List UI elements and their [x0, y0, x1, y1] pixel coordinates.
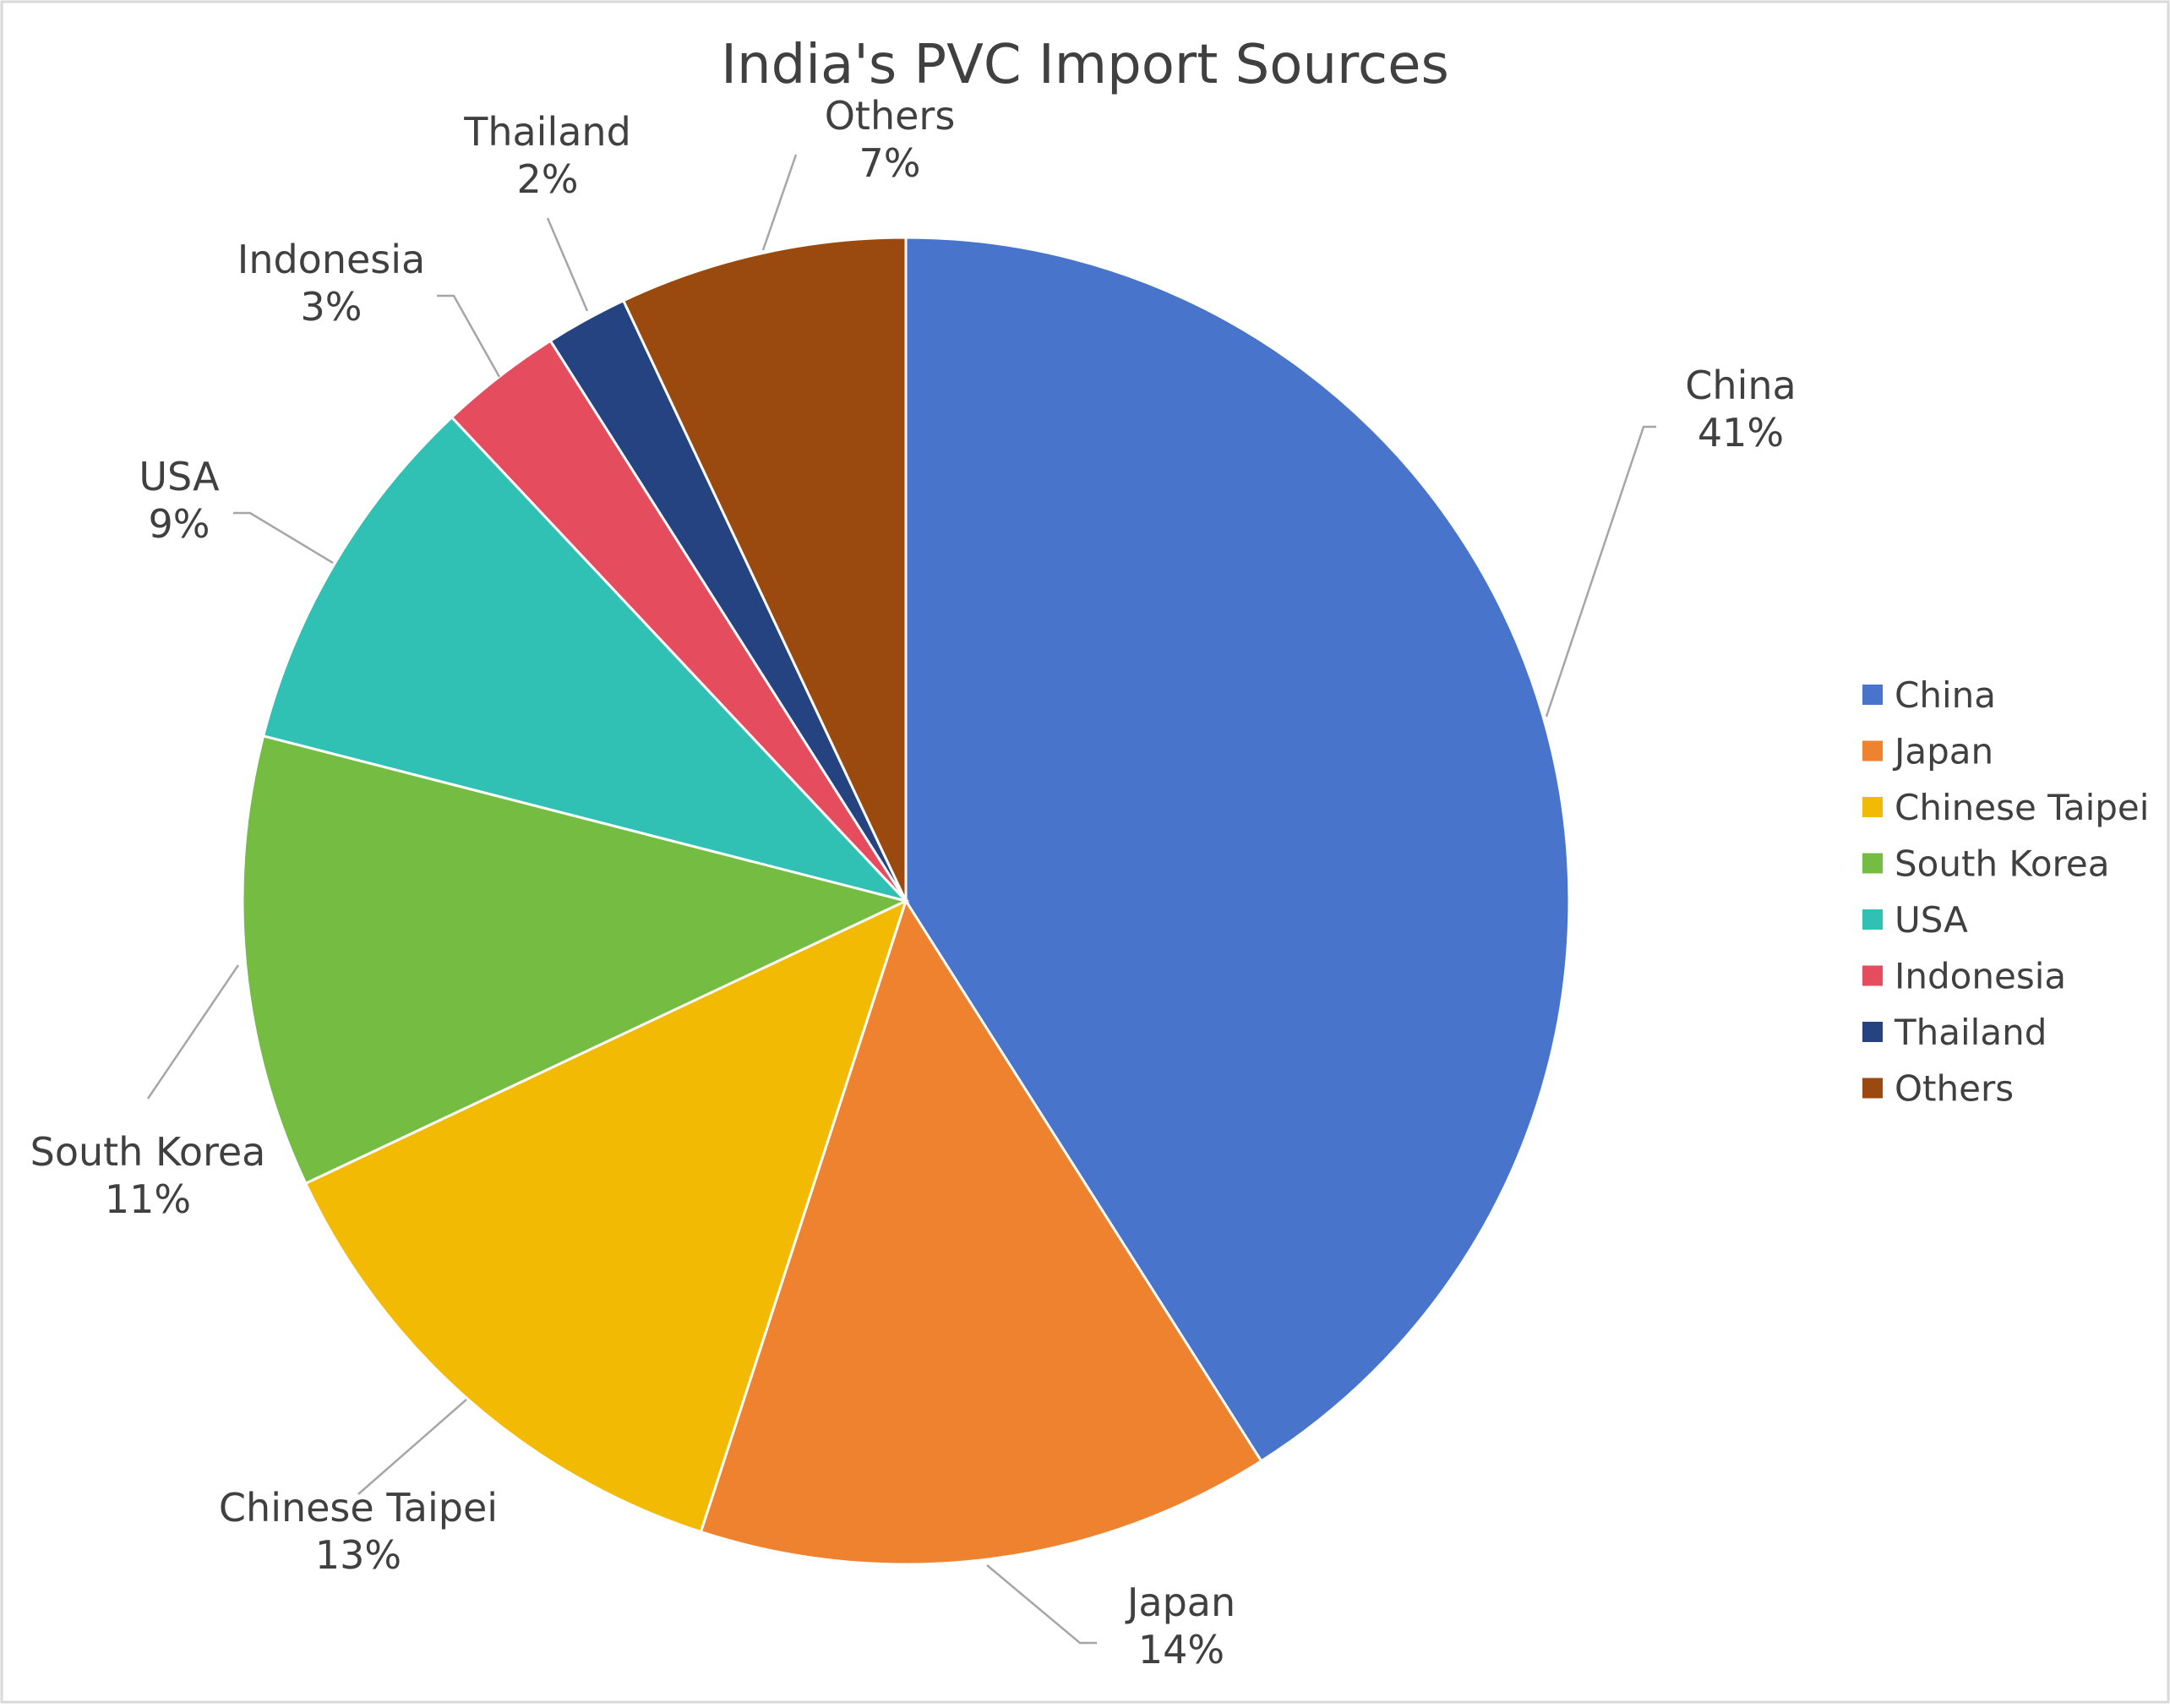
- legend-label: Others: [1895, 1068, 2014, 1110]
- pie-slice-chinese-taipei: [303, 898, 908, 1534]
- data-label-percent: 14%: [1138, 1627, 1224, 1673]
- data-label-percent: 3%: [301, 284, 363, 330]
- pie-slice-others: [621, 236, 908, 902]
- legend-item-japan: Japan: [1862, 731, 1993, 772]
- legend-swatch: [1862, 1078, 1883, 1099]
- pie-slice-usa: [261, 415, 910, 903]
- pie-slices: [241, 236, 1571, 1566]
- leader-line-usa: [233, 511, 334, 565]
- chart-title: India's PVC Import Sources: [721, 34, 1449, 96]
- legend-swatch: [1862, 797, 1883, 817]
- leader-line-japan: [986, 1564, 1097, 1645]
- data-label-category: South Korea: [30, 1129, 266, 1175]
- data-label-percent: 2%: [517, 156, 579, 202]
- legend-label: South Korea: [1895, 843, 2109, 885]
- legend-item-china: China: [1862, 674, 1996, 716]
- legend-label: China: [1895, 674, 1996, 716]
- data-label-category: Thailand: [463, 109, 631, 155]
- data-label-percent: 13%: [315, 1532, 401, 1578]
- leader-line-chinese-taipei: [357, 1399, 467, 1495]
- data-label-percent: 41%: [1698, 410, 1784, 456]
- pie-slice-south-korea: [241, 734, 910, 1186]
- data-label-category: USA: [139, 454, 220, 499]
- pie-slice-japan: [699, 898, 1263, 1566]
- legend-label: Indonesia: [1895, 956, 2066, 997]
- data-label-category: Chinese Taipei: [219, 1485, 498, 1531]
- data-label-percent: 7%: [859, 140, 921, 186]
- legend-swatch: [1862, 1022, 1883, 1042]
- leader-line-china: [1545, 425, 1656, 718]
- legend-swatch: [1862, 909, 1883, 930]
- legend-label: Thailand: [1894, 1012, 2047, 1053]
- legend-item-chinese-taipei: Chinese Taipei: [1862, 787, 2149, 828]
- legend-swatch: [1862, 965, 1883, 986]
- legend-label: Japan: [1892, 731, 1993, 772]
- legend-item-thailand: Thailand: [1862, 1012, 2047, 1053]
- data-label-category: China: [1685, 363, 1796, 408]
- leader-line-south-korea: [146, 964, 240, 1100]
- leader-line-indonesia: [437, 294, 501, 378]
- data-label-percent: 9%: [149, 501, 210, 547]
- data-label-percent: 11%: [105, 1176, 191, 1222]
- legend-swatch: [1862, 740, 1883, 761]
- data-label-category: Others: [825, 93, 956, 139]
- legend-item-usa: USA: [1862, 899, 1968, 941]
- legend-label: USA: [1895, 899, 1968, 941]
- legend-item-others: Others: [1862, 1068, 2014, 1110]
- legend-item-indonesia: Indonesia: [1862, 956, 2066, 997]
- legend-label: Chinese Taipei: [1895, 787, 2149, 828]
- legend: China Japan Chinese Taipei South Korea USA In…: [1862, 674, 2149, 1110]
- pie-slice-china: [904, 236, 1571, 1463]
- legend-swatch: [1862, 685, 1883, 705]
- data-label-category: Indonesia: [237, 237, 425, 282]
- data-label-category: Japan: [1125, 1580, 1235, 1625]
- leader-line-others: [761, 154, 798, 251]
- legend-swatch: [1862, 853, 1883, 874]
- leader-lines: [146, 154, 1656, 1645]
- legend-item-south-korea: South Korea: [1862, 843, 2109, 885]
- leader-line-thailand: [546, 217, 589, 312]
